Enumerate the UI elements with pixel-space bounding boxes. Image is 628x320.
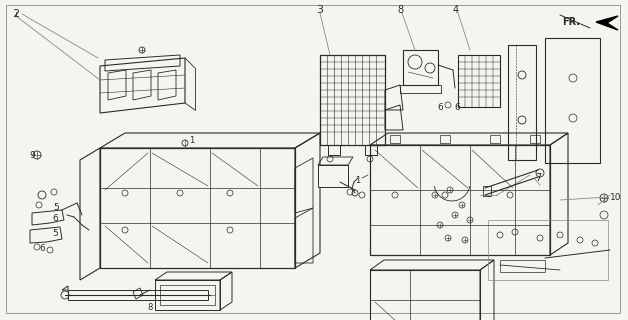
Bar — [100, 148, 295, 268]
Bar — [68, 290, 208, 300]
Bar — [390, 135, 400, 143]
Bar — [530, 135, 540, 143]
Text: 7: 7 — [535, 173, 541, 183]
Bar — [370, 145, 550, 255]
Text: 4: 4 — [453, 5, 459, 15]
Text: 6: 6 — [454, 102, 460, 111]
Polygon shape — [403, 50, 438, 85]
Bar — [488, 220, 608, 280]
Text: 5: 5 — [52, 228, 58, 237]
Text: 3: 3 — [317, 5, 323, 15]
Polygon shape — [596, 16, 618, 30]
Text: 6: 6 — [437, 102, 443, 111]
Bar — [365, 145, 377, 155]
Text: 1: 1 — [190, 135, 195, 145]
Text: 5: 5 — [53, 203, 59, 212]
Text: 6: 6 — [52, 213, 58, 222]
Polygon shape — [318, 165, 348, 187]
Bar — [500, 260, 545, 272]
Text: 2: 2 — [13, 9, 19, 19]
Text: 1: 1 — [355, 175, 360, 185]
Bar — [440, 135, 450, 143]
Bar — [545, 38, 600, 163]
Text: 8: 8 — [148, 303, 153, 313]
Text: 8: 8 — [397, 5, 403, 15]
Text: FR.: FR. — [562, 17, 580, 27]
Text: 9: 9 — [29, 150, 35, 159]
Bar — [160, 285, 215, 305]
Bar — [483, 186, 491, 196]
Bar — [328, 145, 340, 155]
Bar — [458, 55, 500, 107]
Text: 10: 10 — [610, 193, 622, 202]
Bar — [320, 55, 385, 145]
Bar — [155, 280, 220, 310]
Bar — [508, 45, 536, 160]
Bar — [400, 85, 441, 93]
Bar — [490, 135, 500, 143]
Bar — [370, 270, 480, 320]
Text: 6: 6 — [39, 244, 45, 252]
